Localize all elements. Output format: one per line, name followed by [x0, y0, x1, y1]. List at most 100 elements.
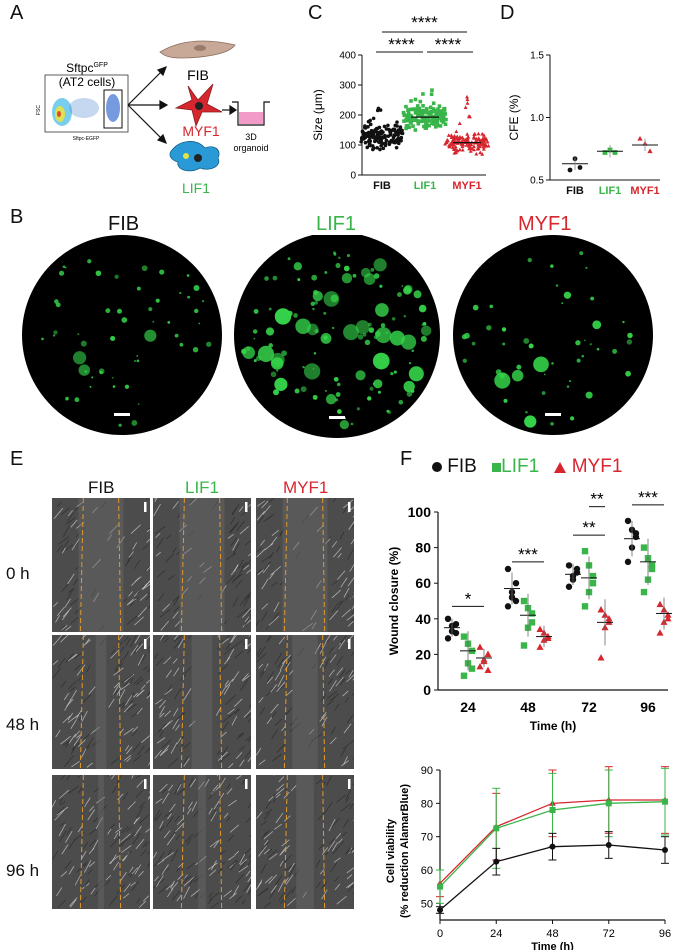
- cell-fiber: [148, 649, 150, 654]
- data-point: [480, 152, 485, 156]
- cell-fiber: [162, 721, 171, 730]
- cell-fiber: [226, 788, 233, 795]
- organoid: [525, 411, 528, 414]
- cell-fiber: [257, 569, 264, 576]
- cell-fiber: [196, 594, 203, 601]
- cell-fiber: [60, 507, 70, 516]
- y-tick-label: 300: [339, 81, 356, 92]
- data-point: [443, 141, 448, 146]
- cell-fiber: [284, 707, 293, 717]
- cell-fiber: [243, 594, 251, 607]
- data-point: [662, 798, 668, 805]
- organoid: [418, 304, 427, 313]
- organoid: [91, 376, 94, 379]
- organoid: [84, 370, 88, 373]
- organoid: [137, 403, 140, 405]
- data-point: [424, 119, 429, 124]
- organoid: [270, 352, 285, 367]
- cell-fiber: [333, 857, 341, 863]
- cell-fiber: [276, 545, 281, 553]
- data-point: [460, 672, 468, 679]
- organoid: [335, 263, 341, 269]
- cell-fiber: [105, 879, 111, 886]
- organoid: [192, 346, 199, 353]
- organoid: [532, 420, 536, 424]
- cell-fiber: [137, 654, 145, 666]
- fib-label: FIB: [187, 67, 209, 83]
- organoid: [333, 251, 336, 255]
- cell-fiber: [52, 850, 59, 860]
- data-point: [420, 108, 425, 113]
- organoid: [253, 359, 257, 363]
- organoid: [486, 325, 492, 331]
- cell-fiber: [244, 749, 251, 759]
- organoid: [152, 320, 155, 323]
- cell-fiber: [289, 716, 299, 726]
- cell-fiber: [159, 608, 171, 618]
- y-axis-label: CFE (%): [507, 95, 521, 141]
- cell-fiber: [155, 812, 163, 822]
- cell-fiber: [68, 733, 77, 744]
- sig-label: **: [582, 518, 596, 537]
- cell-fiber: [135, 775, 141, 779]
- cell-fiber: [243, 709, 251, 718]
- background: [153, 635, 251, 769]
- organoid: [148, 307, 153, 312]
- data-point: [374, 129, 378, 133]
- organoid: [411, 349, 414, 353]
- data-point: [368, 122, 373, 127]
- organoid: [273, 389, 280, 396]
- cell-fiber: [145, 595, 150, 601]
- wound-area: [78, 498, 124, 632]
- cell-fiber: [217, 751, 228, 761]
- cell-fiber: [225, 678, 234, 688]
- cell-fiber: [227, 533, 235, 539]
- cell-fiber: [132, 741, 142, 752]
- cell-fiber: [248, 674, 251, 679]
- cell-fiber: [165, 669, 172, 678]
- cell-fiber: [123, 636, 129, 642]
- data-point: [449, 133, 454, 137]
- cell-fiber: [351, 651, 354, 656]
- organoid: [524, 415, 537, 428]
- cell-fiber: [111, 775, 115, 780]
- cell-fiber: [262, 505, 271, 515]
- data-point: [429, 110, 433, 115]
- wound-edge-left: [79, 775, 84, 909]
- data-point: [468, 149, 473, 153]
- cell-fiber: [288, 864, 296, 877]
- series-fib: [436, 831, 669, 914]
- cell-fiber: [266, 716, 273, 725]
- x-tick-label: 96: [640, 699, 656, 715]
- wound-area: [95, 635, 107, 769]
- organoid-label-lif1: LIF1: [316, 213, 357, 235]
- cell-fiber: [70, 519, 78, 528]
- data-point: [424, 124, 429, 128]
- cell-fiber: [245, 870, 251, 877]
- data-point: [363, 140, 368, 145]
- scale-bar: [144, 639, 147, 649]
- scale-bar: [348, 639, 351, 649]
- cell-fiber: [122, 677, 132, 688]
- cell-fiber: [111, 685, 119, 697]
- cell-fiber: [122, 893, 130, 899]
- sig-label: ****: [435, 35, 462, 54]
- cell-fiber: [264, 829, 271, 836]
- data-point: [476, 643, 484, 650]
- organoid: [471, 341, 476, 346]
- organoid: [398, 399, 404, 405]
- organoid: [400, 334, 417, 350]
- cell-fiber: [248, 609, 251, 614]
- cell-fiber: [332, 644, 340, 652]
- background: [256, 635, 354, 769]
- data-point: [415, 104, 420, 108]
- cell-fiber: [197, 781, 205, 790]
- cell-fiber: [258, 696, 264, 704]
- data-point: [465, 134, 470, 139]
- organoid: [136, 355, 139, 357]
- data-point: [605, 614, 613, 622]
- cell-fiber: [231, 715, 238, 726]
- chart-size: 0 100 200 300 400 Size (μm) FIB LIF1 MYF1 **** ***…: [311, 13, 491, 192]
- organoid: [194, 308, 199, 314]
- data-point: [436, 123, 441, 128]
